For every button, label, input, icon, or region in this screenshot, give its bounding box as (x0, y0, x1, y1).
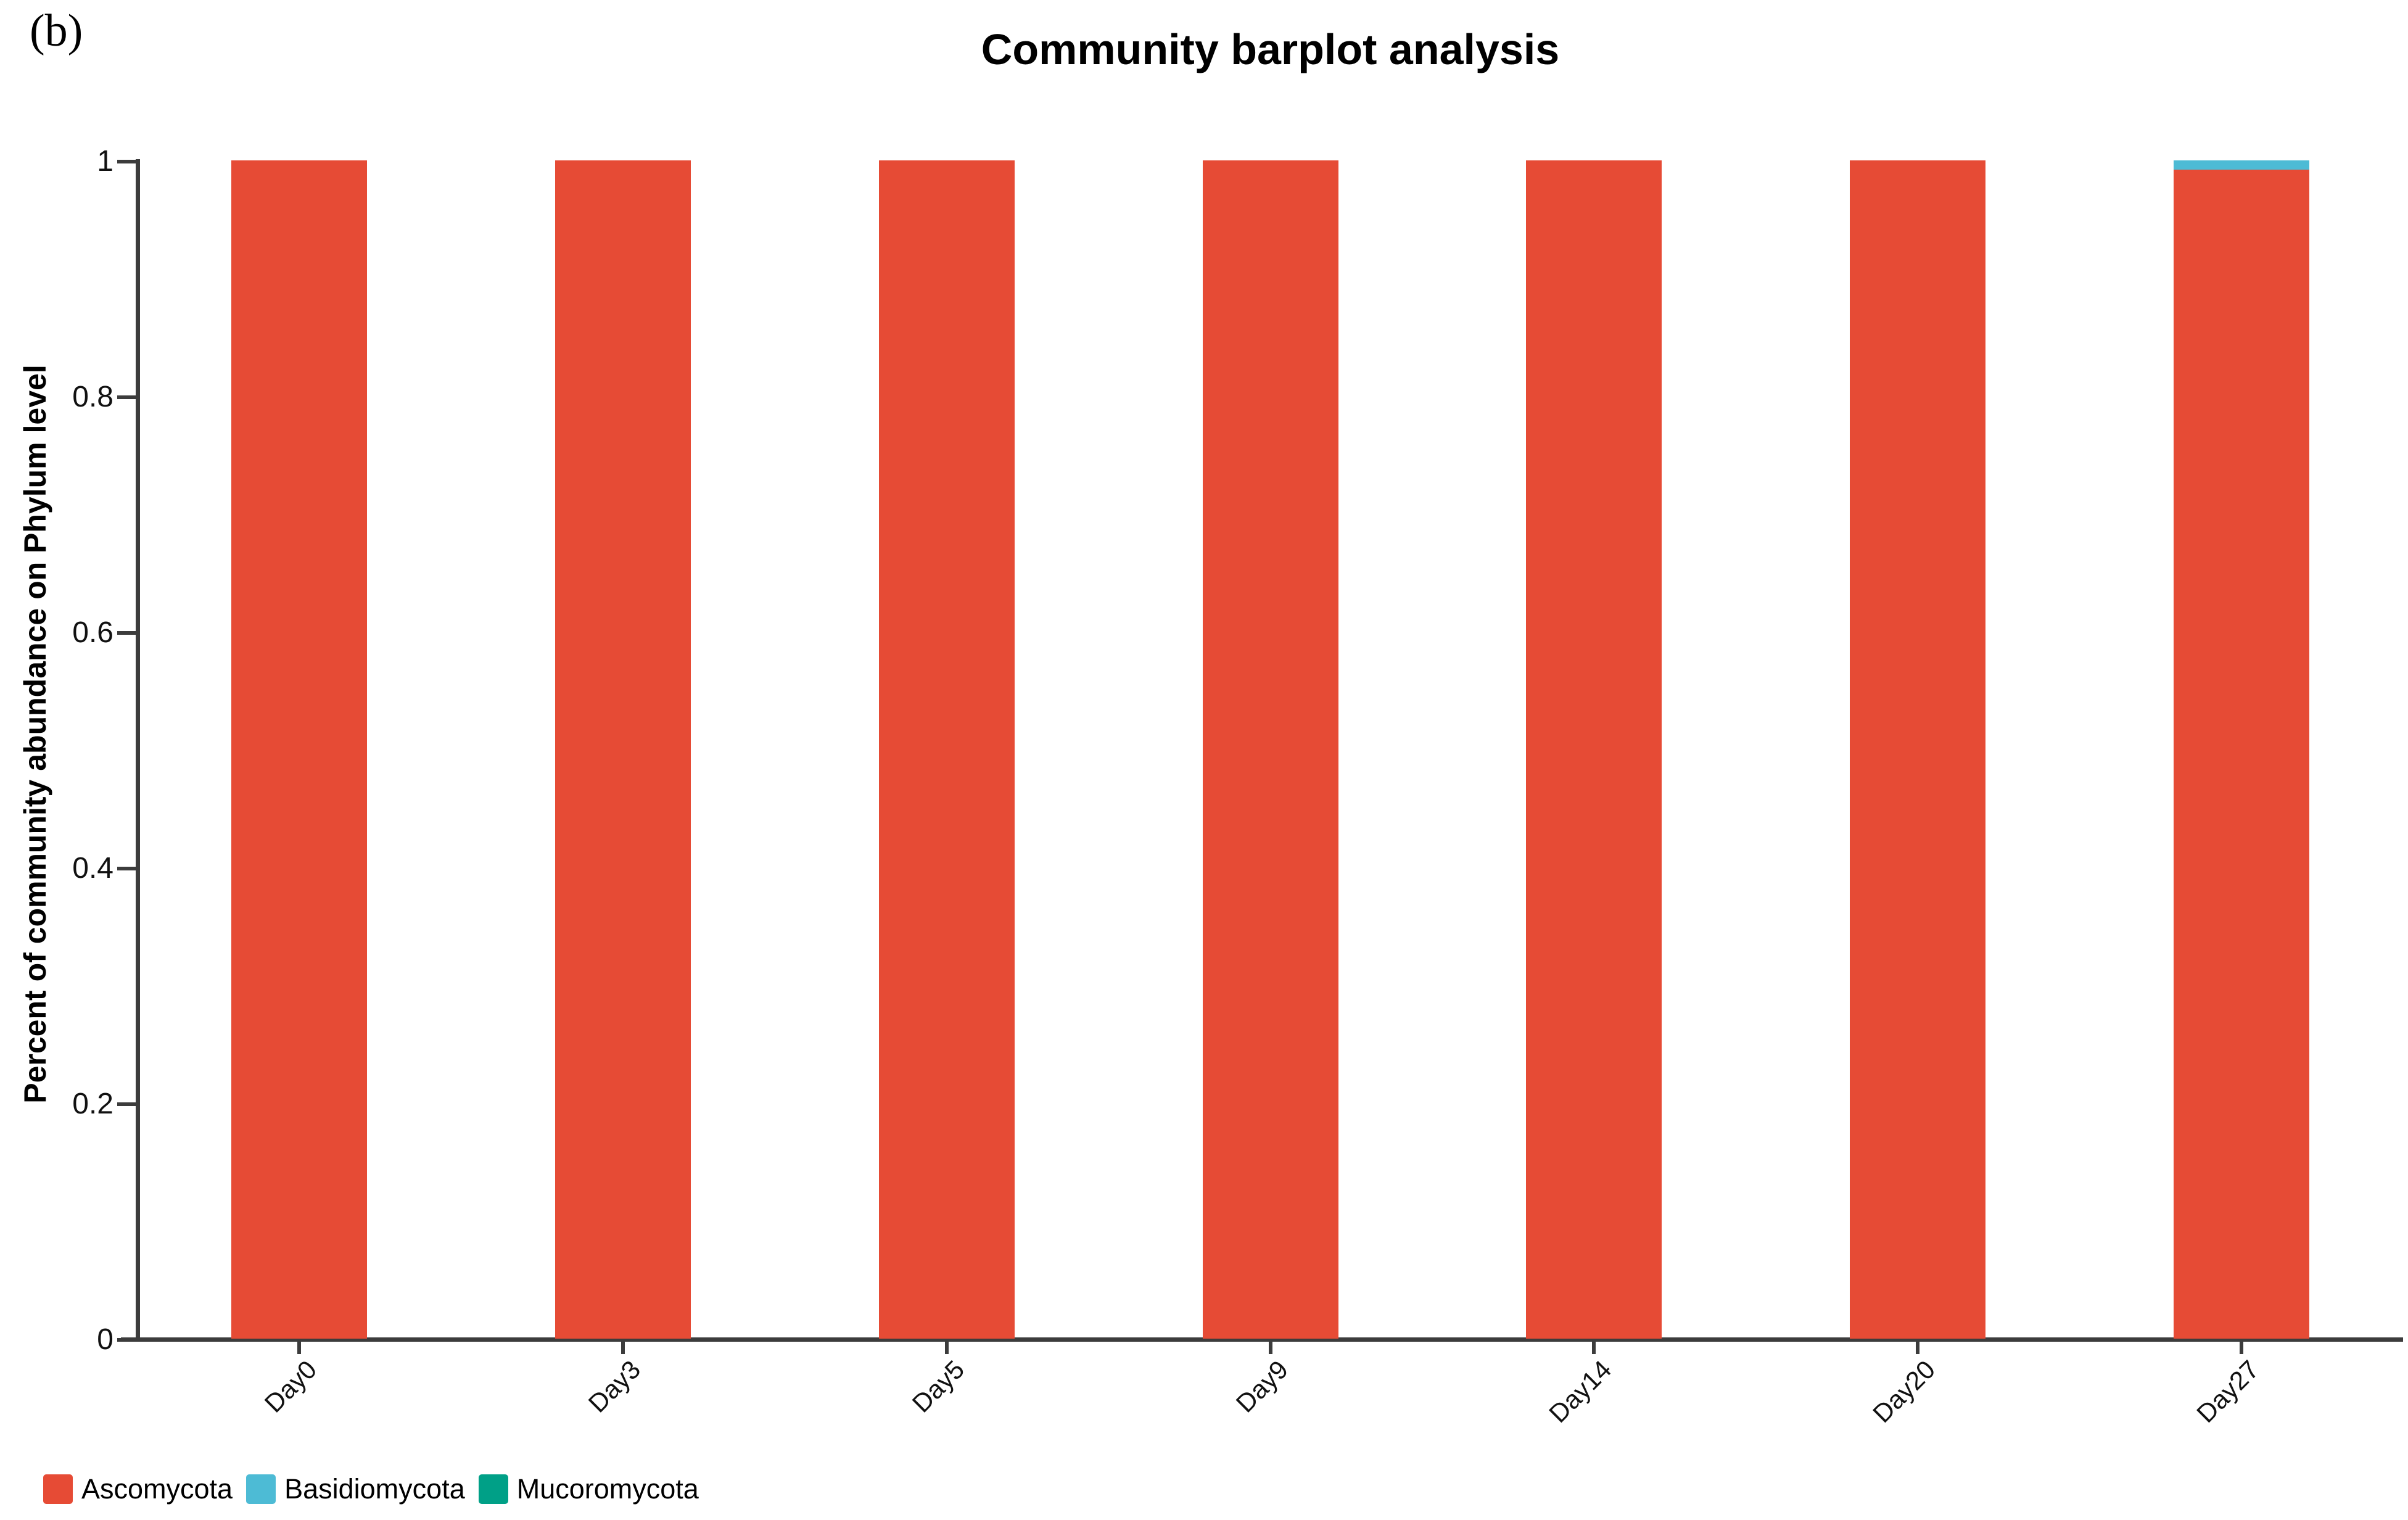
y-axis-tick (117, 395, 136, 399)
bar-segment-ascomycota (1526, 160, 1662, 1339)
bar-day20 (1850, 160, 1985, 1339)
x-axis-tick (621, 1342, 625, 1354)
legend-swatch-ascomycota (43, 1474, 73, 1504)
x-axis-tick (1269, 1342, 1272, 1354)
bar-day14 (1526, 160, 1662, 1339)
bar-day9 (1203, 160, 1338, 1339)
y-axis-tick (117, 631, 136, 635)
bar-day5 (879, 160, 1015, 1339)
bar-segment-basidiomycota (2174, 160, 2309, 170)
x-axis-label-day14: Day14 (1543, 1355, 1617, 1429)
bar-segment-ascomycota (231, 160, 367, 1339)
y-axis-tick (117, 160, 136, 163)
x-axis-line (121, 1337, 2403, 1342)
y-axis-tick (117, 1338, 136, 1342)
bar-day27 (2174, 160, 2309, 1339)
bar-segment-ascomycota (1850, 160, 1985, 1339)
bar-segment-ascomycota (879, 160, 1015, 1339)
x-axis-tick (945, 1342, 949, 1354)
panel-label: (b) (30, 6, 83, 56)
x-axis-tick (2240, 1342, 2243, 1354)
legend-label: Mucoromycota (516, 1473, 699, 1505)
x-axis-tick (297, 1342, 301, 1354)
x-axis-label-day9: Day9 (1230, 1355, 1294, 1418)
y-axis-tick-label: 0.4 (72, 852, 113, 885)
x-axis-label-day20: Day20 (1867, 1355, 1941, 1429)
legend-label: Basidiomycota (284, 1473, 465, 1505)
bar-day3 (555, 160, 691, 1339)
legend-item-basidiomycota: Basidiomycota (246, 1473, 465, 1505)
y-axis-tick-label: 0.2 (72, 1088, 113, 1120)
bar-segment-ascomycota (1203, 160, 1338, 1339)
legend-swatch-mucoromycota (478, 1474, 508, 1504)
y-axis-tick (117, 867, 136, 870)
bar-segment-ascomycota (555, 160, 691, 1339)
x-axis-tick (1592, 1342, 1596, 1354)
x-axis-label-day5: Day5 (906, 1355, 970, 1418)
legend-swatch-basidiomycota (246, 1474, 276, 1504)
x-axis-tick (1916, 1342, 1919, 1354)
legend-item-ascomycota: Ascomycota (43, 1473, 233, 1505)
legend: Ascomycota Basidiomycota Mucoromycota (43, 1473, 699, 1505)
y-axis-tick-label: 1 (97, 145, 113, 178)
y-axis-line (136, 159, 140, 1342)
y-axis-tick-label: 0.8 (72, 381, 113, 413)
y-axis-tick-label: 0 (97, 1323, 113, 1356)
y-axis-tick (117, 1102, 136, 1106)
chart-title: Community barplot analysis (981, 25, 1560, 73)
y-axis-tick-label: 0.6 (72, 616, 113, 649)
legend-label: Ascomycota (81, 1473, 233, 1505)
bar-day0 (231, 160, 367, 1339)
x-axis-label-day27: Day27 (2191, 1355, 2265, 1429)
bar-segment-ascomycota (2174, 170, 2309, 1339)
legend-item-mucoromycota: Mucoromycota (478, 1473, 699, 1505)
